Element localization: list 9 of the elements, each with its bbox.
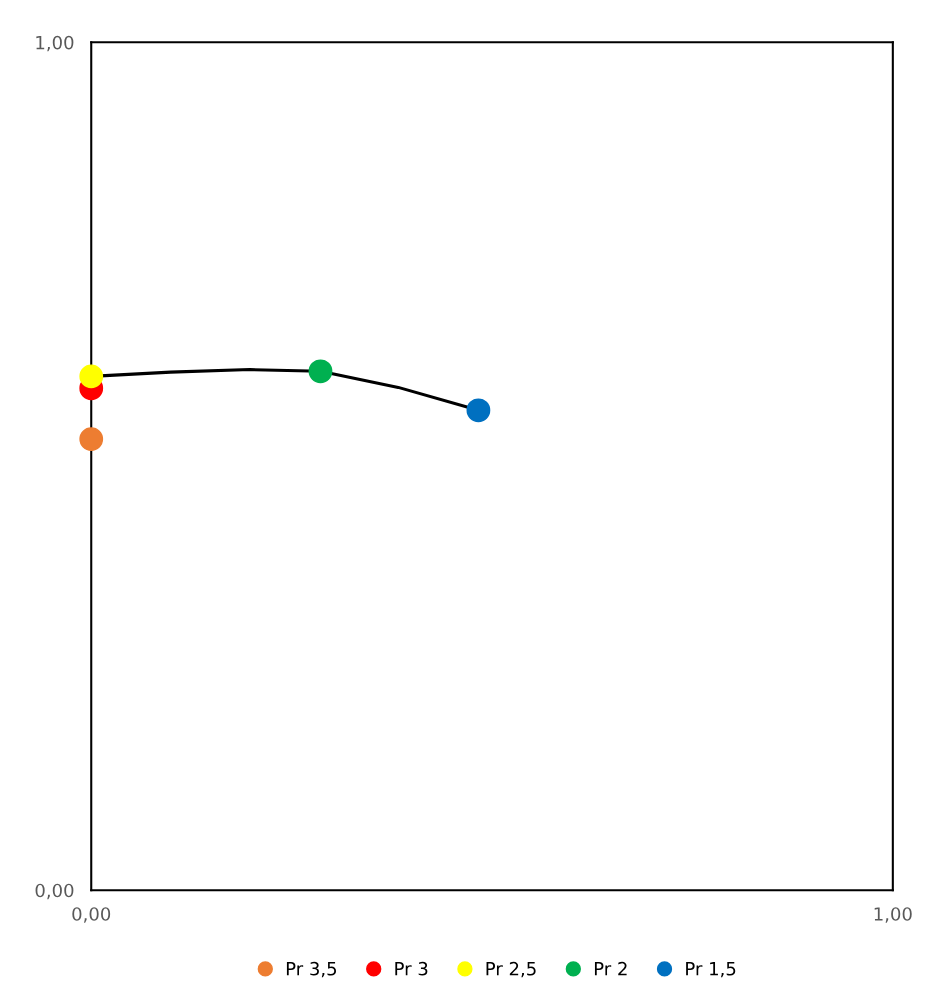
legend-label: Pr 2,5 (486, 961, 536, 978)
legend-label: Pr 3 (395, 961, 428, 976)
point (466, 398, 491, 423)
point (79, 427, 104, 452)
legend-label: Pr 2 (594, 961, 627, 976)
legend-label: Pr 1,5 (686, 962, 736, 978)
point (79, 364, 104, 389)
point (308, 359, 333, 384)
legend-label: Pr 3,5 (286, 961, 337, 978)
